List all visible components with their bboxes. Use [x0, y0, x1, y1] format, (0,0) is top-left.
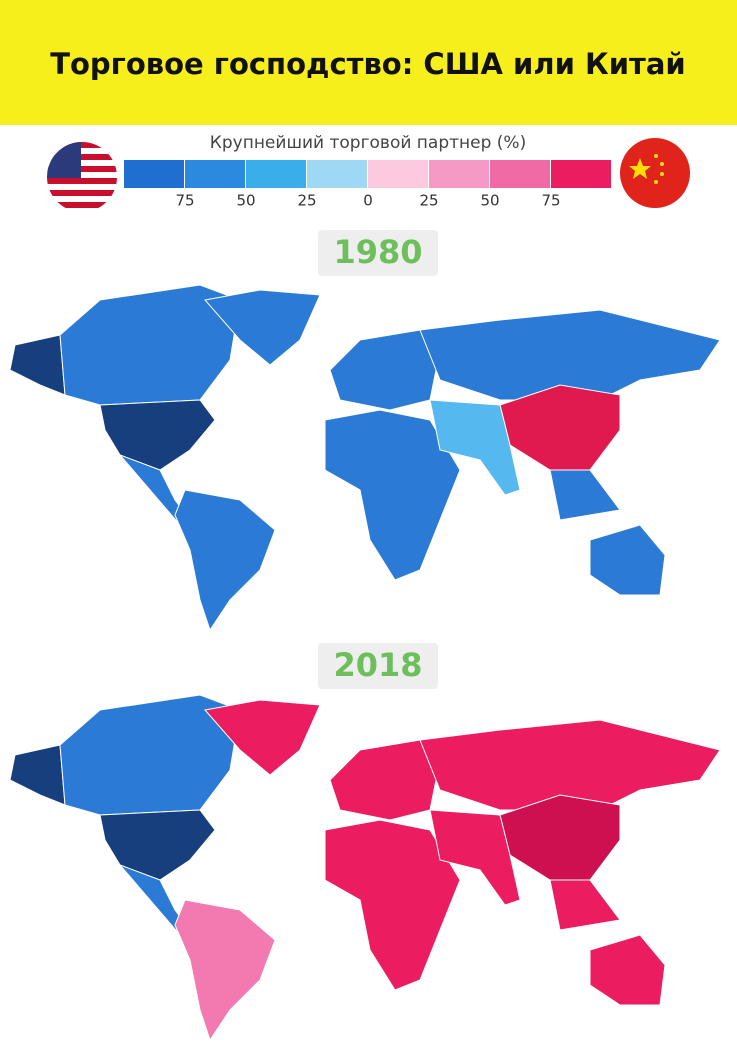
canada — [59, 694, 241, 816]
se-asia — [549, 879, 621, 931]
legend: 75 50 25 0 25 50 75 — [124, 160, 611, 210]
legend-label: Крупнейший торговой партнер (%) — [210, 133, 526, 153]
legend-tick: 25 — [419, 192, 438, 210]
legend-swatch — [307, 160, 367, 188]
south-america — [174, 489, 276, 632]
legend-tick: 50 — [236, 192, 255, 210]
africa — [324, 409, 461, 581]
header-band — [0, 0, 737, 125]
europe — [329, 739, 441, 821]
canada — [59, 284, 241, 406]
legend-swatch — [368, 160, 428, 188]
legend-tick: 0 — [363, 192, 373, 210]
year-label: 2018 — [333, 646, 422, 684]
map-2018 — [9, 694, 721, 1042]
australia — [589, 524, 666, 596]
year-label: 1980 — [333, 233, 422, 271]
us-flag — [47, 142, 117, 212]
title: Торговое господство: США или Китай — [50, 47, 686, 81]
legend-swatch — [124, 160, 184, 188]
australia — [589, 934, 666, 1006]
middle-east — [429, 809, 521, 906]
year-box — [318, 230, 438, 276]
russia — [419, 719, 721, 811]
china — [499, 384, 621, 471]
china — [499, 794, 621, 881]
china-flag — [620, 138, 690, 208]
greenland — [204, 699, 321, 776]
africa — [324, 819, 461, 991]
legend-swatch — [429, 160, 489, 188]
legend-tick: 75 — [541, 192, 560, 210]
greenland — [204, 289, 321, 366]
usa — [99, 399, 216, 471]
legend-swatch — [246, 160, 306, 188]
usa — [99, 809, 216, 881]
legend-tick: 25 — [297, 192, 316, 210]
year-box — [318, 643, 438, 689]
alaska — [9, 744, 66, 806]
middle-east — [429, 399, 521, 496]
legend-swatch — [551, 160, 611, 188]
south-america — [174, 899, 276, 1042]
map-1980 — [9, 284, 721, 632]
europe — [329, 329, 441, 411]
alaska — [9, 334, 66, 396]
legend-tick: 50 — [480, 192, 499, 210]
legend-swatch — [185, 160, 245, 188]
legend-tick: 75 — [175, 192, 194, 210]
legend-swatch — [490, 160, 550, 188]
russia — [419, 309, 721, 401]
se-asia — [549, 469, 621, 521]
